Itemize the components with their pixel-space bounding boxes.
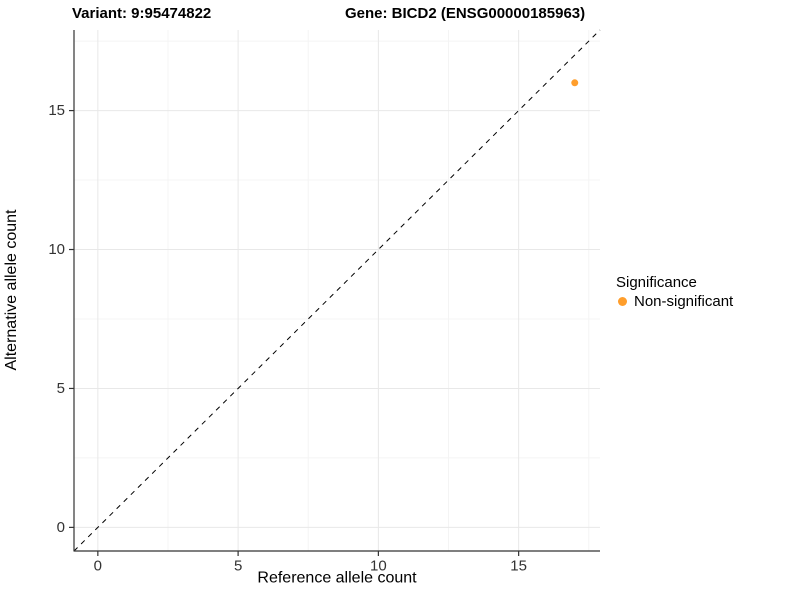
y-tick-label: 0 [57, 519, 65, 536]
legend-entry: Non-significant [616, 292, 733, 311]
gridlines-major [74, 30, 600, 551]
data-points [571, 79, 579, 87]
variant-title: Variant: 9:95474822 [72, 5, 212, 22]
gridlines-minor [74, 30, 600, 551]
tick-labels: 0 5 10 15 0 5 10 15 [48, 102, 527, 574]
gene-title: Gene: BICD2 (ENSG00000185963) [345, 5, 586, 22]
y-axis-title: Alternative allele count [3, 209, 20, 371]
legend-title: Significance [616, 274, 697, 291]
axis-lines [73, 30, 600, 552]
identity-line [73, 29, 601, 552]
y-tick-label: 5 [57, 380, 65, 397]
y-tick-label: 10 [48, 241, 65, 258]
x-tick-label: 0 [94, 557, 102, 574]
x-axis-title: Reference allele count [257, 569, 417, 586]
data-point [571, 79, 579, 87]
y-tick-label: 15 [48, 102, 65, 119]
legend-entry-label: Non-significant [634, 293, 734, 310]
identity-dashed-line [73, 29, 601, 552]
x-tick-label: 10 [370, 557, 387, 574]
x-tick-label: 15 [510, 557, 527, 574]
legend: Significance Non-significant [616, 273, 733, 311]
tick-marks [69, 109, 520, 556]
legend-point-icon [618, 297, 627, 306]
x-tick-label: 5 [234, 557, 242, 574]
